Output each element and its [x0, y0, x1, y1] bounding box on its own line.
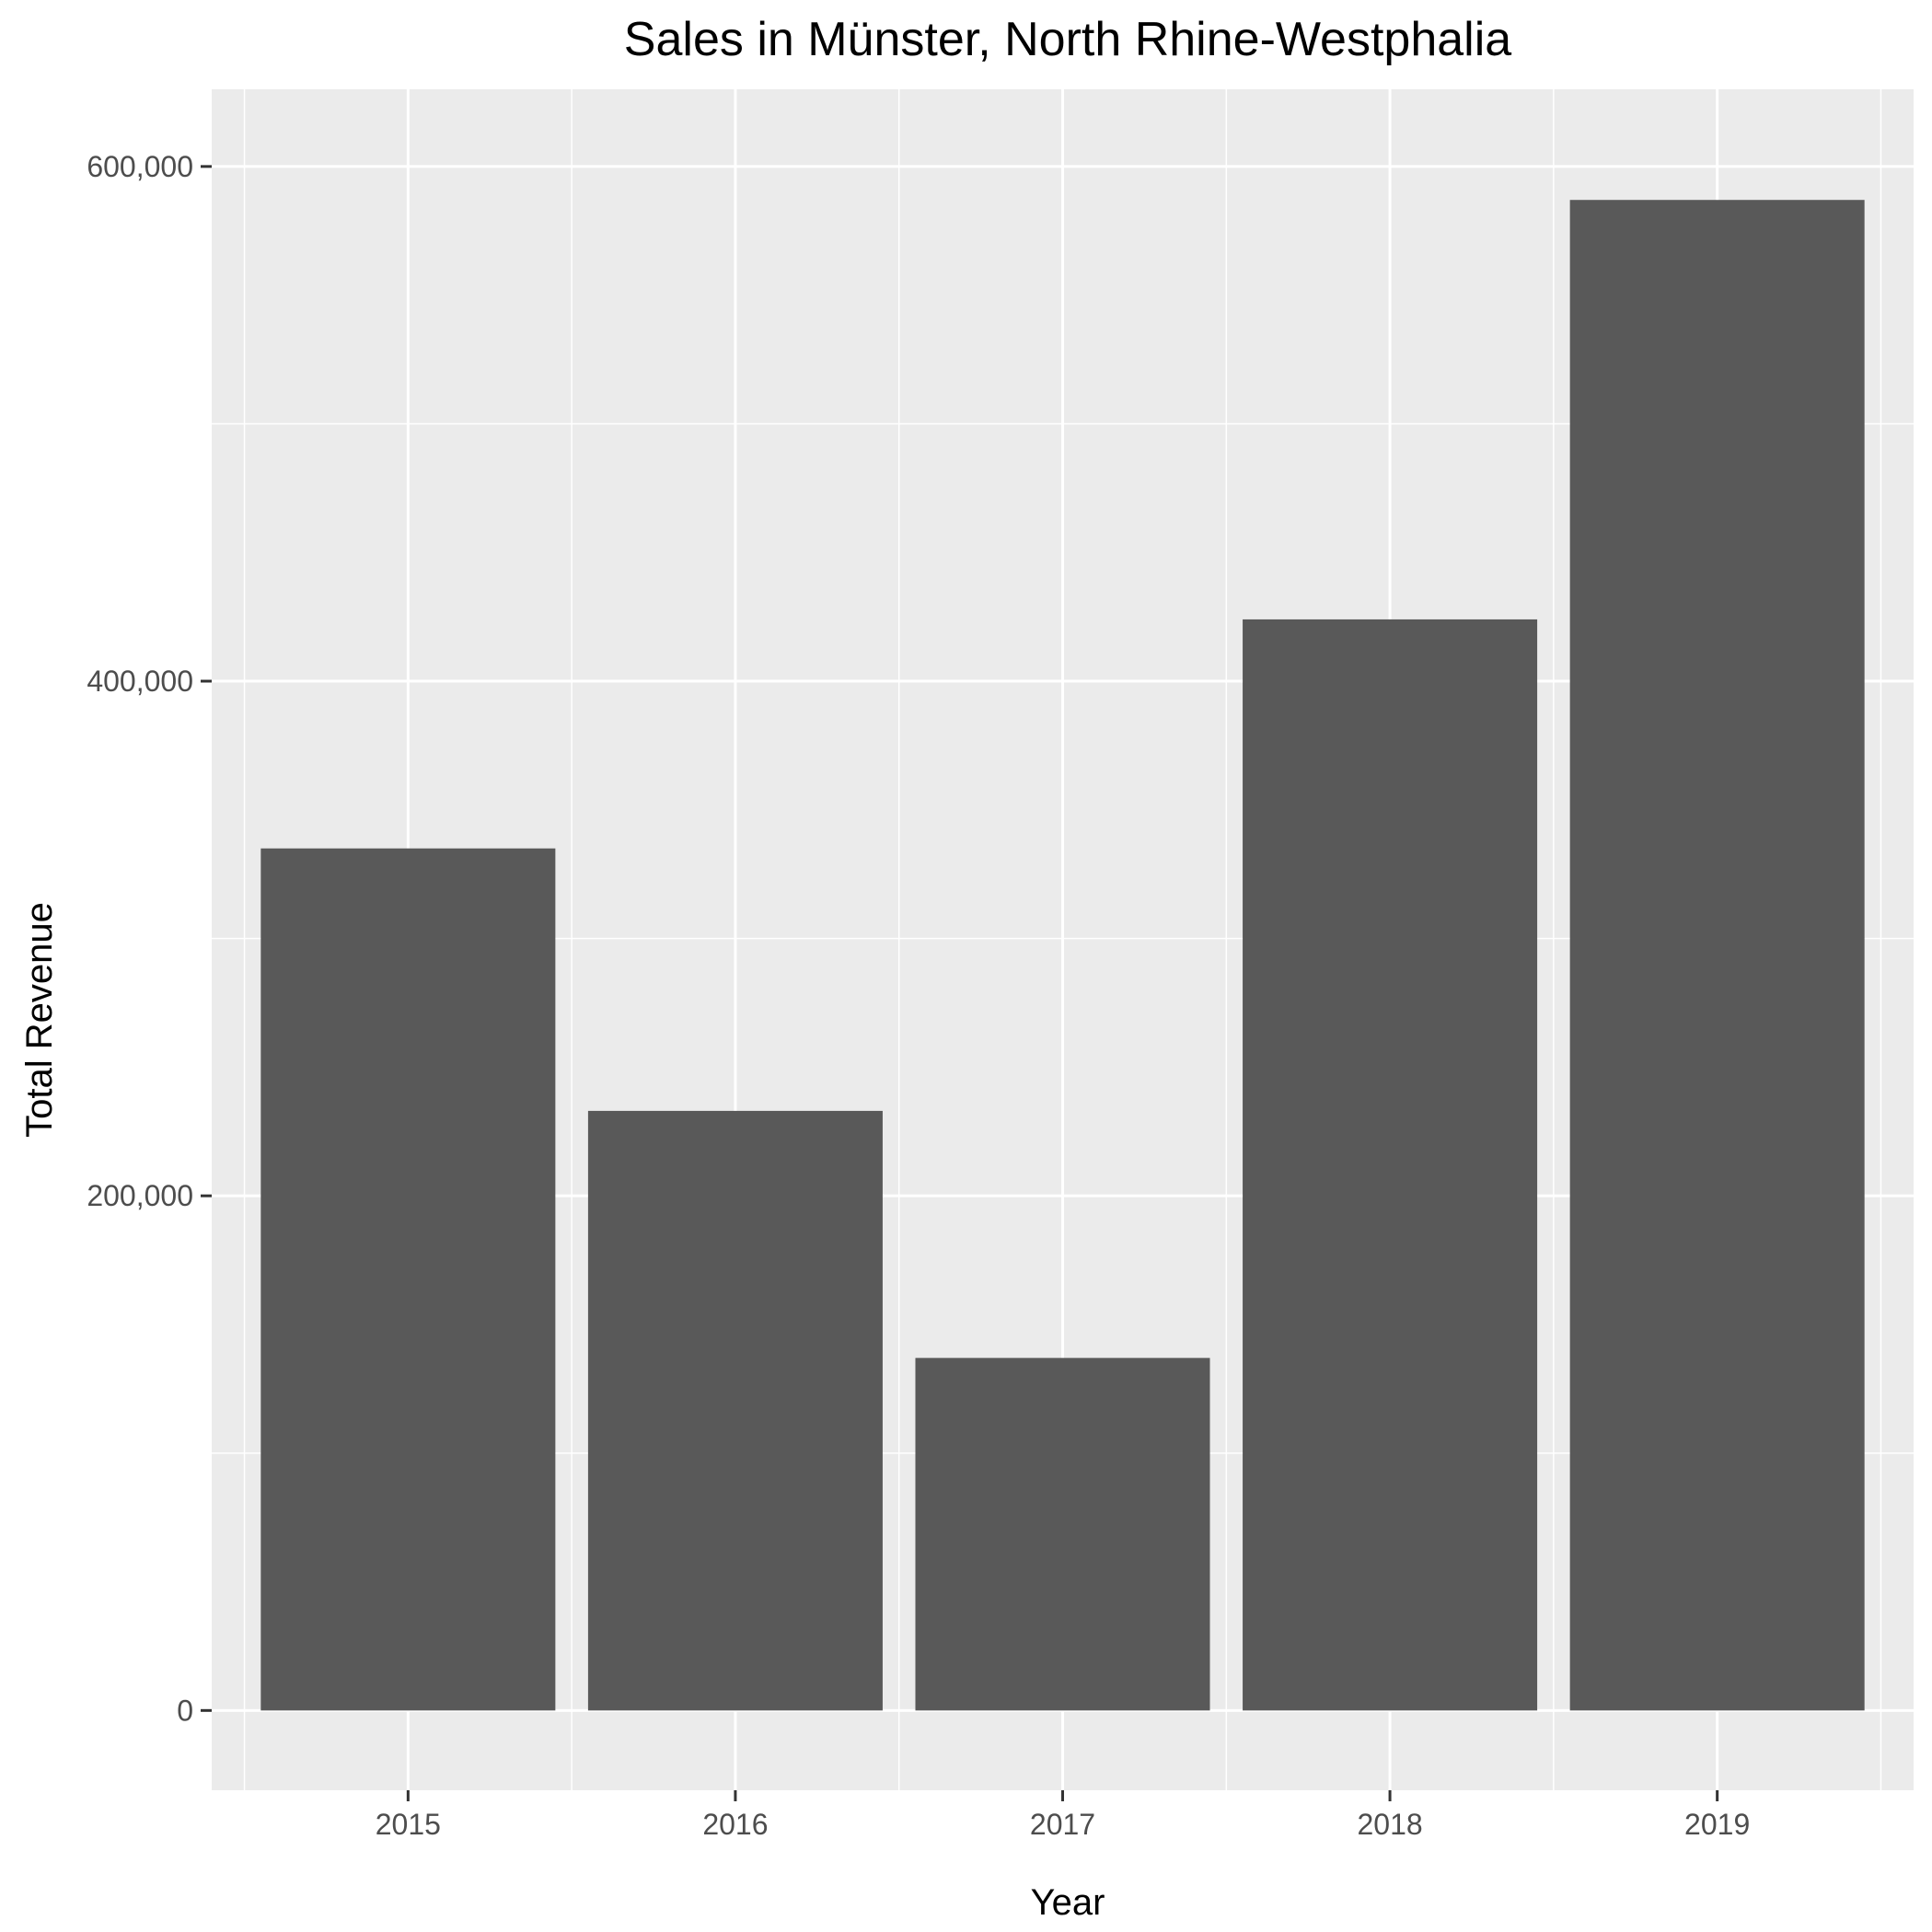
x-tick-label: 2017 [1030, 1808, 1095, 1841]
y-tick-label: 200,000 [87, 1179, 193, 1212]
bar-2015 [260, 848, 556, 1711]
x-tick-label: 2018 [1357, 1808, 1422, 1841]
bar-2016 [587, 1110, 883, 1711]
x-axis-title: Year [1031, 1882, 1105, 1923]
bar-2019 [1569, 200, 1865, 1711]
x-tick-label: 2019 [1684, 1808, 1750, 1841]
bar-2017 [915, 1358, 1210, 1711]
bar-layer [260, 200, 1865, 1711]
axis-layer: 0 200,000 400,000 600,000 2015 2016 2017 2018 20… [87, 150, 1750, 1841]
x-tick-label: 2015 [376, 1808, 441, 1841]
y-axis-title: Total Revenue [19, 902, 60, 1138]
y-tick-label: 600,000 [87, 150, 193, 183]
bar-2018 [1243, 619, 1538, 1711]
y-tick-label: 400,000 [87, 665, 193, 698]
x-tick-label: 2016 [702, 1808, 768, 1841]
chart-title: Sales in Münster, North Rhine-Westphalia [624, 13, 1511, 66]
y-tick-label: 0 [177, 1694, 193, 1727]
